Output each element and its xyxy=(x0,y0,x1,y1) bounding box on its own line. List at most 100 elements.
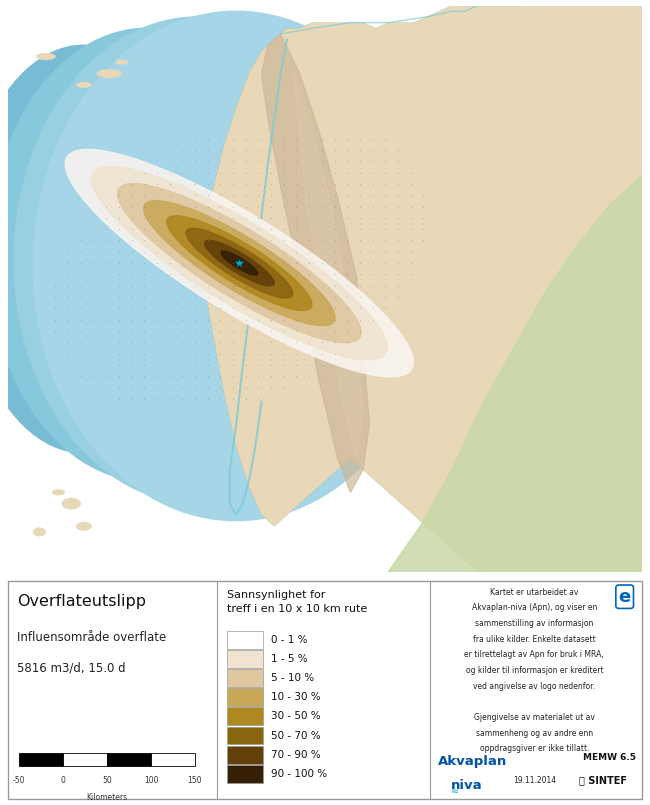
Point xyxy=(202,234,213,247)
Point xyxy=(215,155,226,167)
Point xyxy=(164,279,175,292)
Point xyxy=(227,257,238,270)
Point xyxy=(355,268,365,281)
Point xyxy=(139,313,150,326)
Point xyxy=(418,234,428,247)
Point xyxy=(254,177,264,190)
Text: 100: 100 xyxy=(144,776,158,785)
Point xyxy=(330,166,340,179)
Point xyxy=(164,268,175,281)
Point xyxy=(190,212,200,225)
Point xyxy=(202,177,213,190)
Text: Overflateutslipp: Overflateutslipp xyxy=(18,594,146,609)
Point xyxy=(240,279,251,292)
Point xyxy=(101,268,111,281)
Point xyxy=(151,257,162,270)
Point xyxy=(254,336,264,349)
Point xyxy=(190,155,200,167)
Point xyxy=(126,347,136,360)
Point xyxy=(304,313,315,326)
Point xyxy=(317,347,327,360)
Text: sammenheng og av andre enn: sammenheng og av andre enn xyxy=(476,729,593,737)
Point xyxy=(342,291,352,303)
Point xyxy=(164,177,175,190)
Point xyxy=(279,268,289,281)
Point xyxy=(342,212,352,225)
Point xyxy=(75,268,86,281)
Point xyxy=(380,200,391,213)
Bar xyxy=(63,753,107,766)
Point xyxy=(367,189,378,202)
Point xyxy=(151,166,162,179)
Point xyxy=(126,268,136,281)
Point xyxy=(139,336,150,349)
Point xyxy=(114,257,124,270)
Bar xyxy=(227,745,263,764)
Point xyxy=(254,324,264,337)
Point xyxy=(215,347,226,360)
Point xyxy=(279,155,289,167)
Point xyxy=(177,155,187,167)
Text: ved angivelse av logo nedenfor.: ved angivelse av logo nedenfor. xyxy=(473,682,595,691)
Point xyxy=(291,347,302,360)
Point xyxy=(202,189,213,202)
Point xyxy=(151,200,162,213)
Point xyxy=(304,257,315,270)
Point xyxy=(202,268,213,281)
Point xyxy=(304,234,315,247)
Point xyxy=(266,212,276,225)
Point xyxy=(202,336,213,349)
Point xyxy=(151,369,162,382)
Point xyxy=(215,382,226,394)
Point xyxy=(164,336,175,349)
Point xyxy=(215,166,226,179)
Point xyxy=(75,369,86,382)
Point xyxy=(317,324,327,337)
Point xyxy=(279,132,289,145)
Point xyxy=(227,324,238,337)
Point xyxy=(380,223,391,236)
Point xyxy=(330,324,340,337)
Point xyxy=(380,257,391,270)
Point xyxy=(367,291,378,303)
Point xyxy=(240,336,251,349)
Point xyxy=(254,358,264,371)
Ellipse shape xyxy=(186,229,292,298)
Point xyxy=(254,257,264,270)
Point xyxy=(114,369,124,382)
Point xyxy=(227,132,238,145)
Point xyxy=(367,234,378,247)
Point xyxy=(254,347,264,360)
Point xyxy=(355,212,365,225)
Point xyxy=(380,212,391,225)
Point xyxy=(380,291,391,303)
Point xyxy=(304,324,315,337)
Point xyxy=(330,246,340,258)
Point xyxy=(330,347,340,360)
Point xyxy=(75,246,86,258)
Point xyxy=(317,166,327,179)
Point xyxy=(304,291,315,303)
Point xyxy=(254,143,264,156)
Point xyxy=(227,336,238,349)
Point xyxy=(177,369,187,382)
Text: 5 - 10 %: 5 - 10 % xyxy=(271,673,314,683)
Point xyxy=(177,200,187,213)
Point xyxy=(88,223,99,236)
Point xyxy=(342,257,352,270)
Point xyxy=(215,246,226,258)
Point xyxy=(367,155,378,167)
Point xyxy=(63,246,73,258)
Point xyxy=(266,223,276,236)
Text: og kilder til informasjon er kreditert: og kilder til informasjon er kreditert xyxy=(465,666,603,675)
Point xyxy=(114,223,124,236)
Point xyxy=(393,166,403,179)
Point xyxy=(63,291,73,303)
Point xyxy=(380,268,391,281)
Point xyxy=(227,358,238,371)
Point xyxy=(367,257,378,270)
Ellipse shape xyxy=(0,68,148,419)
Point xyxy=(164,382,175,394)
Point xyxy=(240,393,251,406)
Point xyxy=(177,291,187,303)
